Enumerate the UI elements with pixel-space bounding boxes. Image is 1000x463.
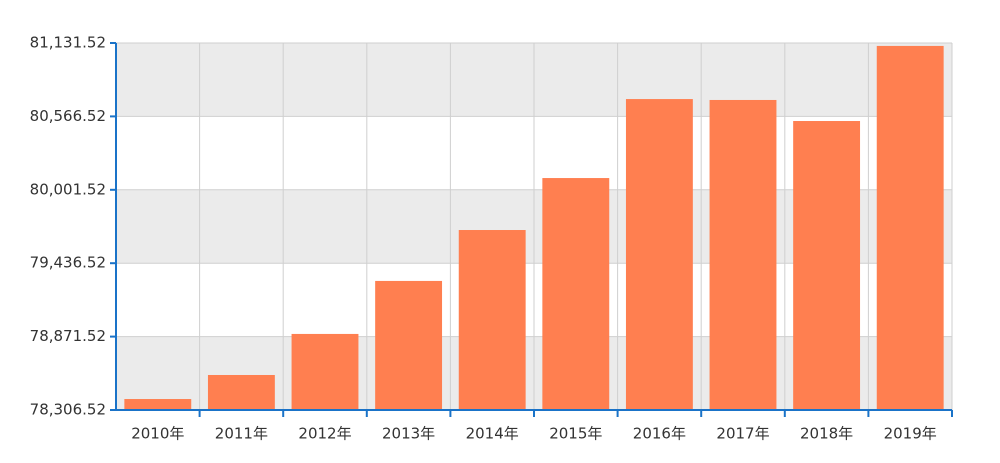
x-tick-label: 2018年: [800, 425, 853, 443]
bar: [793, 121, 861, 410]
x-tick-label: 2014年: [466, 425, 519, 443]
x-tick-label: 2013年: [382, 425, 435, 443]
x-tick-label: 2016年: [633, 425, 686, 443]
bar: [542, 178, 610, 410]
y-tick-label: 78,871.52: [30, 327, 106, 345]
x-tick-label: 2010年: [131, 425, 184, 443]
bar: [291, 333, 359, 410]
y-tick-label: 81,131.52: [30, 34, 106, 52]
y-tick-label: 78,306.52: [30, 401, 106, 419]
bar: [375, 280, 443, 410]
y-tick-label: 80,566.52: [30, 107, 106, 125]
x-tick-label: 2012年: [298, 425, 351, 443]
bar: [709, 99, 777, 410]
y-tick-label: 80,001.52: [30, 180, 106, 198]
bar: [124, 399, 192, 410]
x-tick-label: 2019年: [884, 425, 937, 443]
x-tick-label: 2015年: [549, 425, 602, 443]
bar: [876, 45, 944, 411]
bar: [458, 230, 526, 410]
y-tick-label: 79,436.52: [30, 254, 106, 272]
x-tick-label: 2017年: [716, 425, 769, 443]
bar: [625, 99, 693, 410]
bar: [207, 374, 275, 410]
x-tick-label: 2011年: [215, 425, 268, 443]
